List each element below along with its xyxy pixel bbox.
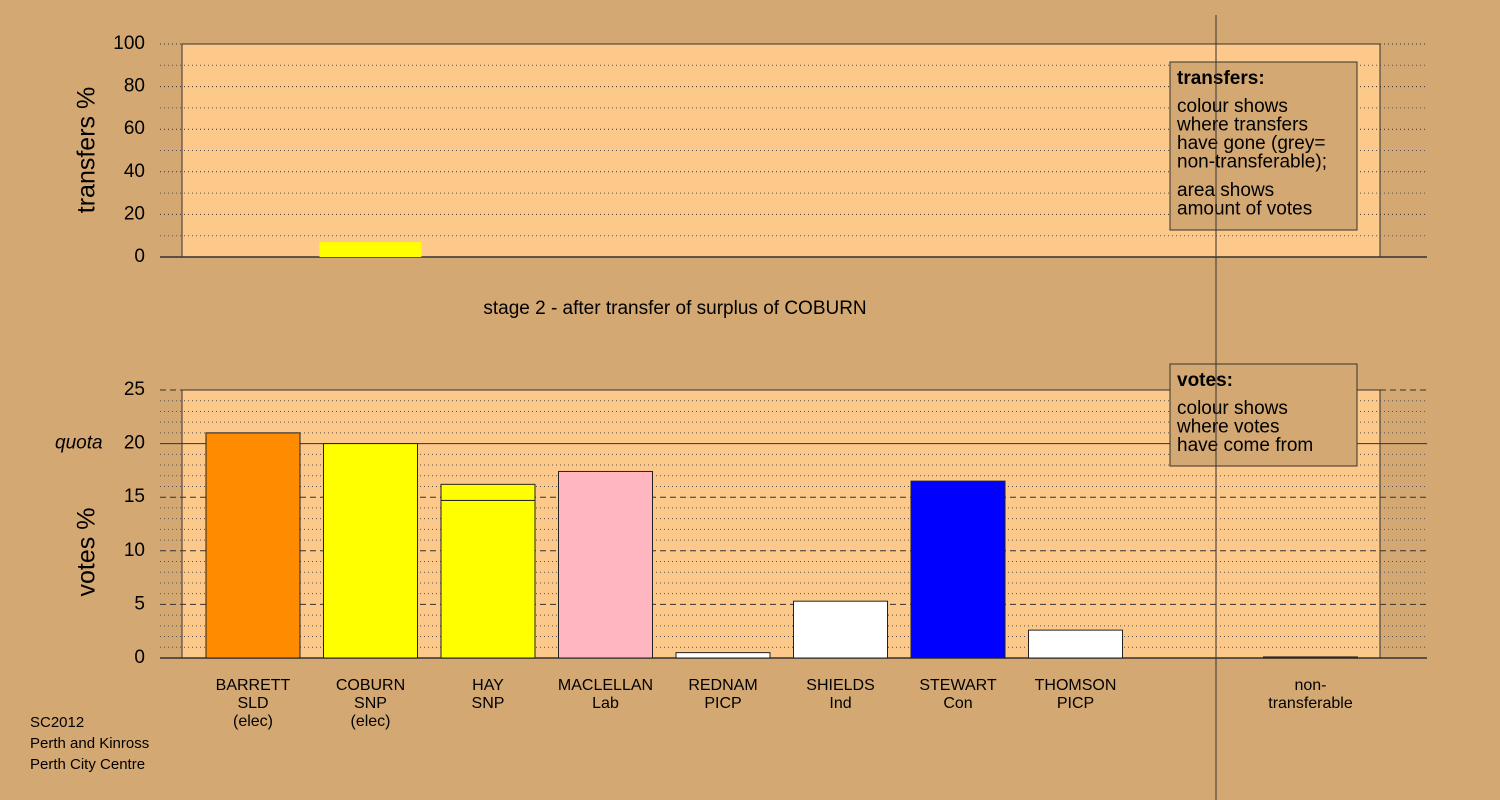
x-tick-label: MACLELLAN [558, 677, 653, 694]
footer-line: Perth City Centre [30, 756, 145, 773]
x-tick-label: STEWART [919, 677, 997, 694]
x-tick-label: THOMSON [1035, 677, 1117, 694]
x-tick-label: Ind [829, 695, 851, 712]
x-tick-label: SHIELDS [806, 677, 874, 694]
y-tick-label: 10 [124, 540, 145, 561]
y-tick-label: 0 [134, 647, 145, 668]
x-tick-label: PICP [1057, 695, 1094, 712]
x-tick-label: SNP [354, 695, 387, 712]
x-tick-label: non- [1294, 677, 1326, 694]
y-axis-label: transfers % [73, 87, 101, 213]
x-tick-label: (elec) [233, 713, 273, 730]
x-tick-label: SLD [237, 695, 268, 712]
x-tick-label: BARRETT [216, 677, 291, 694]
info-text: colour shows [1177, 96, 1288, 117]
bar-segment [1028, 629, 1123, 659]
y-tick-label: 60 [124, 118, 145, 139]
info-text: have gone (grey= [1177, 133, 1325, 154]
bar-segment [440, 499, 536, 659]
info-text: area shows [1177, 180, 1274, 201]
bar-segment [910, 480, 1006, 659]
bar-segment [205, 432, 301, 659]
info-text: where votes [1176, 417, 1279, 438]
x-tick-label: REDNAM [688, 677, 757, 694]
info-box [1169, 61, 1358, 231]
y-tick-label: 5 [134, 593, 145, 614]
x-tick-label: COBURN [336, 677, 405, 694]
y-tick-label: 80 [124, 76, 145, 97]
bar-segment [675, 652, 771, 659]
bar-segment [793, 600, 888, 659]
y-tick-label: 25 [124, 379, 145, 400]
x-tick-label: Lab [592, 695, 619, 712]
quota-label: quota [55, 433, 103, 454]
x-tick-label: transferable [1268, 695, 1353, 712]
info-text: non-transferable); [1177, 152, 1327, 173]
bar-segment [1263, 656, 1358, 659]
bar-segment [558, 470, 653, 659]
x-tick-label: SNP [472, 695, 505, 712]
y-tick-label: 0 [134, 246, 145, 267]
info-title: votes: [1177, 370, 1233, 391]
caption: stage 2 - after transfer of surplus of C… [483, 298, 866, 319]
y-axis-label: votes % [73, 508, 101, 597]
bar-segment [323, 443, 418, 659]
x-tick-label: Con [943, 695, 972, 712]
y-tick-label: 15 [124, 486, 145, 507]
y-tick-label: 40 [124, 161, 145, 182]
info-text: amount of votes [1177, 199, 1312, 220]
info-text: colour shows [1177, 398, 1288, 419]
info-box [1169, 363, 1358, 467]
x-tick-label: PICP [704, 695, 741, 712]
footer-line: SC2012 [30, 714, 84, 731]
info-text: have come from [1177, 435, 1313, 456]
x-tick-label: HAY [472, 677, 504, 694]
info-text: where transfers [1176, 115, 1308, 136]
y-tick-label: 100 [113, 33, 145, 54]
y-tick-label: 20 [124, 433, 145, 454]
bar [319, 242, 422, 257]
x-tick-label: (elec) [350, 713, 390, 730]
y-tick-label: 20 [124, 203, 145, 224]
bar-segment [440, 483, 536, 501]
info-title: transfers: [1177, 68, 1265, 89]
footer-line: Perth and Kinross [30, 735, 149, 752]
